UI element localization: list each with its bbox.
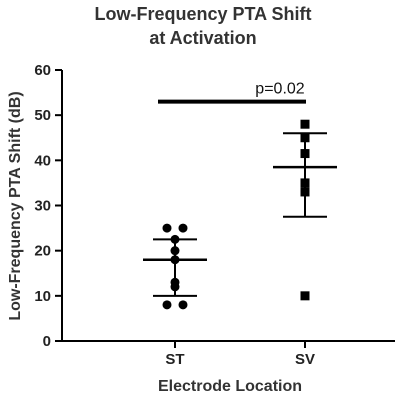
data-point: [162, 300, 172, 310]
x-tick-label: ST: [165, 351, 184, 368]
x-tick-label: SV: [295, 351, 315, 368]
data-point: [178, 223, 188, 233]
y-tick-label: 30: [34, 198, 51, 215]
chart-title-line-1: Low-Frequency PTA Shift: [94, 4, 311, 24]
y-tick-label: 60: [34, 62, 51, 79]
significance-annotation: p=0.02: [158, 81, 306, 104]
y-tick-label: 50: [34, 107, 51, 124]
data-marks: [143, 119, 337, 310]
p-value-label: p=0.02: [255, 81, 304, 98]
chart-title-line-2: at Activation: [149, 28, 256, 48]
x-categories: ST SV: [165, 341, 315, 368]
y-tick-label: 10: [34, 288, 51, 305]
data-point: [300, 119, 310, 129]
y-tick-label: 20: [34, 243, 51, 260]
y-tick-label: 40: [34, 152, 51, 169]
y-ticks: 0 10 20 30 40 50 60: [34, 62, 62, 350]
x-axis-label: Electrode Location: [158, 378, 302, 395]
y-tick-label: 0: [43, 333, 51, 350]
axes: [61, 70, 395, 342]
data-point: [162, 223, 172, 233]
data-point: [300, 291, 310, 301]
data-point: [178, 300, 188, 310]
y-axis-label: Low-Frequency PTA Shift (dB): [7, 91, 24, 320]
